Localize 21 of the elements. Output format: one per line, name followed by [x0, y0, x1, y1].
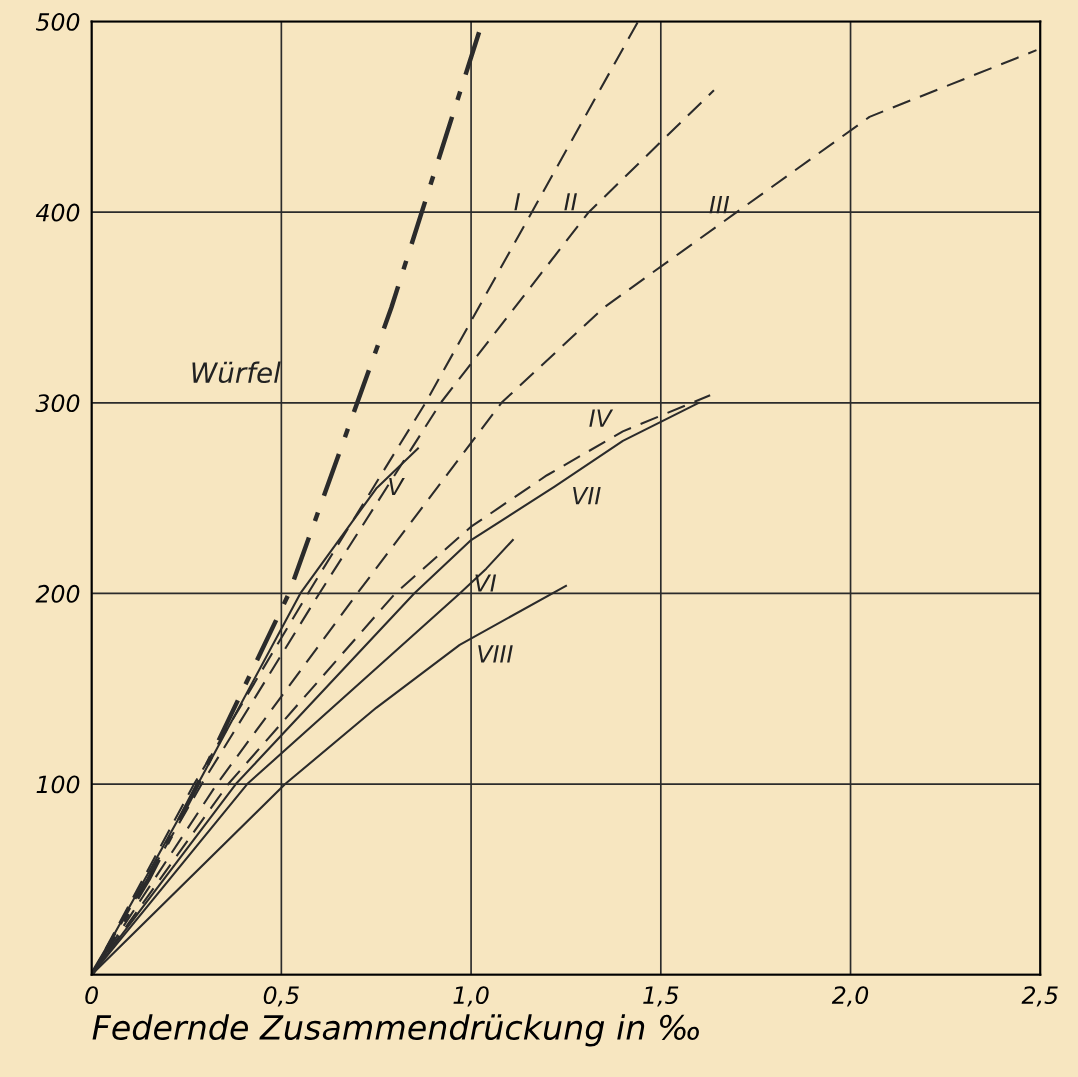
y-tick-label: 200 [35, 584, 80, 603]
series-label: VI [475, 574, 497, 592]
series-label: II [564, 193, 577, 211]
y-tick-label: 300 [35, 394, 80, 413]
text: Würfel [192, 361, 281, 384]
x-tick-label: 2,0 [831, 986, 869, 1007]
x-tick-label: 1,5 [643, 986, 679, 1007]
y-tick-label: 400 [35, 203, 80, 222]
series-label: III [709, 195, 730, 214]
x-tick-label: 1,0 [453, 986, 489, 1007]
series-label: VIII [478, 645, 513, 663]
series-label: I [514, 193, 521, 211]
series-label: IV [589, 409, 614, 427]
series-label: V [389, 477, 405, 496]
series-label: VII [573, 487, 601, 505]
x-tick-label: 0 [85, 986, 98, 1005]
y-tick-label: 100 [36, 775, 80, 794]
x-tick-label: 2,5 [1021, 986, 1058, 1007]
x-axis-title: Federnde Zusammendrückung in ‰ [92, 1014, 699, 1047]
x-tick-label: 0,5 [263, 986, 299, 1007]
y-tick-label: 500 [35, 12, 80, 31]
